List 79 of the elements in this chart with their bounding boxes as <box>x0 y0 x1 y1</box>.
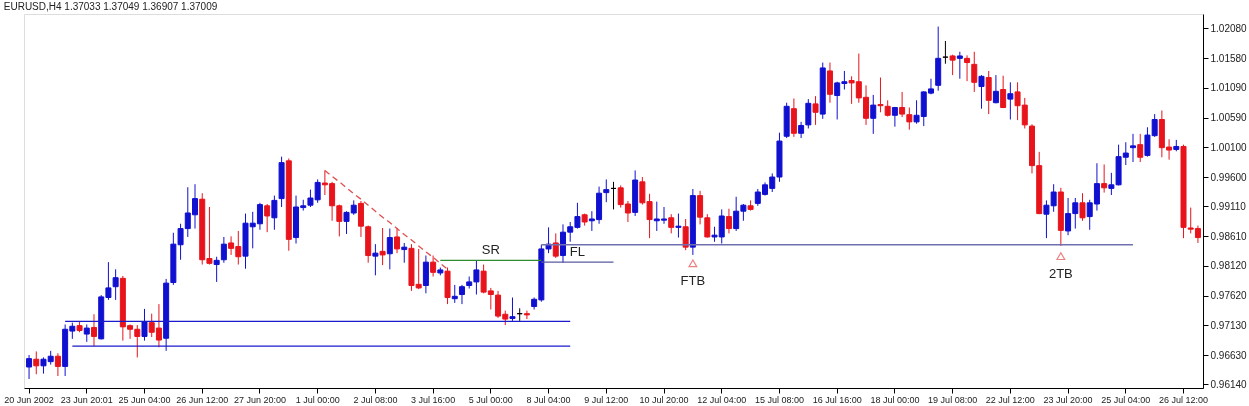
candlestick <box>372 243 379 276</box>
candlestick <box>401 242 408 264</box>
candlestick <box>668 213 675 234</box>
series-label: FTB <box>680 273 706 289</box>
x-tick-label: 16 Jul 16:00 <box>812 394 862 405</box>
candlestick <box>213 256 220 283</box>
y-tick-label: 1.01580 <box>1210 52 1248 64</box>
candlestick <box>956 51 963 80</box>
x-tick-label: 5 Jul 00:00 <box>468 394 513 405</box>
x-tick-label: 8 Jul 04:00 <box>526 394 571 405</box>
candlestick <box>90 313 97 347</box>
candlestick <box>422 255 429 294</box>
candlestick <box>54 352 61 377</box>
y-tick-label: 0.96630 <box>1210 349 1248 361</box>
candlestick <box>430 255 437 278</box>
candlestick <box>675 213 682 239</box>
x-tick-label: 3 Jul 16:00 <box>411 394 456 405</box>
y-tick-label: 1.02080 <box>1210 22 1248 34</box>
x-tick-label: 25 Jun 04:00 <box>118 394 171 405</box>
candlestick <box>870 94 877 135</box>
x-tick-label: 9 Jul 12:00 <box>584 394 629 405</box>
candlestick <box>725 208 732 234</box>
x-tick-label: 26 Jul 12:00 <box>1158 394 1209 405</box>
x-tick-label: 15 Jul 08:00 <box>754 394 804 405</box>
series-label: SR <box>481 242 500 258</box>
candlestick <box>964 54 971 82</box>
candlestick <box>271 195 278 231</box>
x-tick-label: 10 Jul 20:00 <box>639 394 689 405</box>
candlestick <box>992 74 999 104</box>
candlestick <box>264 203 271 233</box>
series-label: 2TB <box>1048 266 1073 282</box>
x-tick-label: 27 Jun 20:00 <box>233 394 286 405</box>
candlestick <box>33 350 40 375</box>
y-tick-label: 0.97620 <box>1210 290 1248 302</box>
candlestick <box>1079 192 1086 222</box>
candlestick <box>458 284 465 305</box>
candlestick <box>26 354 33 380</box>
y-tick-label: 0.98120 <box>1210 260 1248 272</box>
x-tick-label: 12 Jul 04:00 <box>697 394 747 405</box>
x-tick-label: 25 Jul 04:00 <box>1101 394 1151 405</box>
candlestick <box>1000 75 1007 109</box>
candlestick <box>112 268 119 301</box>
candlestick <box>1137 133 1144 163</box>
x-tick-label: 2 Jul 08:00 <box>353 394 398 405</box>
y-tick-label: 1.01090 <box>1210 82 1248 94</box>
candlestick <box>386 228 393 270</box>
candlestick <box>379 227 386 266</box>
candlestick <box>682 218 689 251</box>
x-tick-label: 22 Jul 12:00 <box>985 394 1035 405</box>
candlestick <box>985 70 992 115</box>
candlestick <box>1130 133 1137 163</box>
y-tick-label: 0.98610 <box>1210 230 1248 242</box>
candlestick <box>812 95 819 126</box>
x-tick-label: 23 Jul 20:00 <box>1043 394 1093 405</box>
x-tick-label: 19 Jul 08:00 <box>928 394 978 405</box>
candlestick <box>971 51 978 93</box>
x-tick-label: 1 Jul 00:00 <box>295 394 340 405</box>
y-tick-label: 0.99110 <box>1210 200 1247 212</box>
candlestick <box>552 232 559 259</box>
x-tick-label: 18 Jul 00:00 <box>870 394 920 405</box>
y-tick-label: 1.00590 <box>1210 112 1248 124</box>
y-tick-label: 0.99600 <box>1210 171 1248 183</box>
candlestick <box>523 310 530 320</box>
candlestick <box>978 74 985 110</box>
x-tick-label: 23 Jun 20:01 <box>60 394 113 405</box>
y-tick-label: 1.00100 <box>1210 141 1248 153</box>
candlestick <box>394 227 401 254</box>
x-tick-label: 26 Jun 12:00 <box>176 394 229 405</box>
candlestick <box>220 236 227 264</box>
candlestick <box>877 77 884 113</box>
chart-title: EURUSD,H4 1.37033 1.37049 1.36907 1.37009 <box>3 1 218 12</box>
candlestick <box>1101 163 1108 194</box>
candlestick <box>1007 81 1014 120</box>
candlestick <box>826 62 833 104</box>
series-label: FL <box>569 244 586 260</box>
candlestick <box>603 178 610 203</box>
x-tick-label: 20 Jun 2002 <box>4 394 54 405</box>
y-tick-label: 0.96140 <box>1210 378 1248 390</box>
y-tick-label: 0.97130 <box>1210 319 1248 331</box>
